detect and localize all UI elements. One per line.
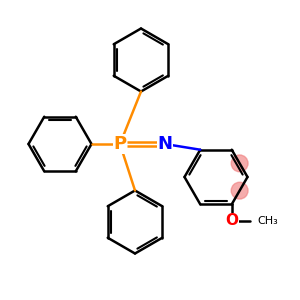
Circle shape <box>231 182 248 199</box>
Text: P: P <box>113 135 127 153</box>
Text: CH₃: CH₃ <box>257 216 278 226</box>
Text: N: N <box>158 135 172 153</box>
Circle shape <box>231 155 248 172</box>
Text: O: O <box>225 213 238 228</box>
